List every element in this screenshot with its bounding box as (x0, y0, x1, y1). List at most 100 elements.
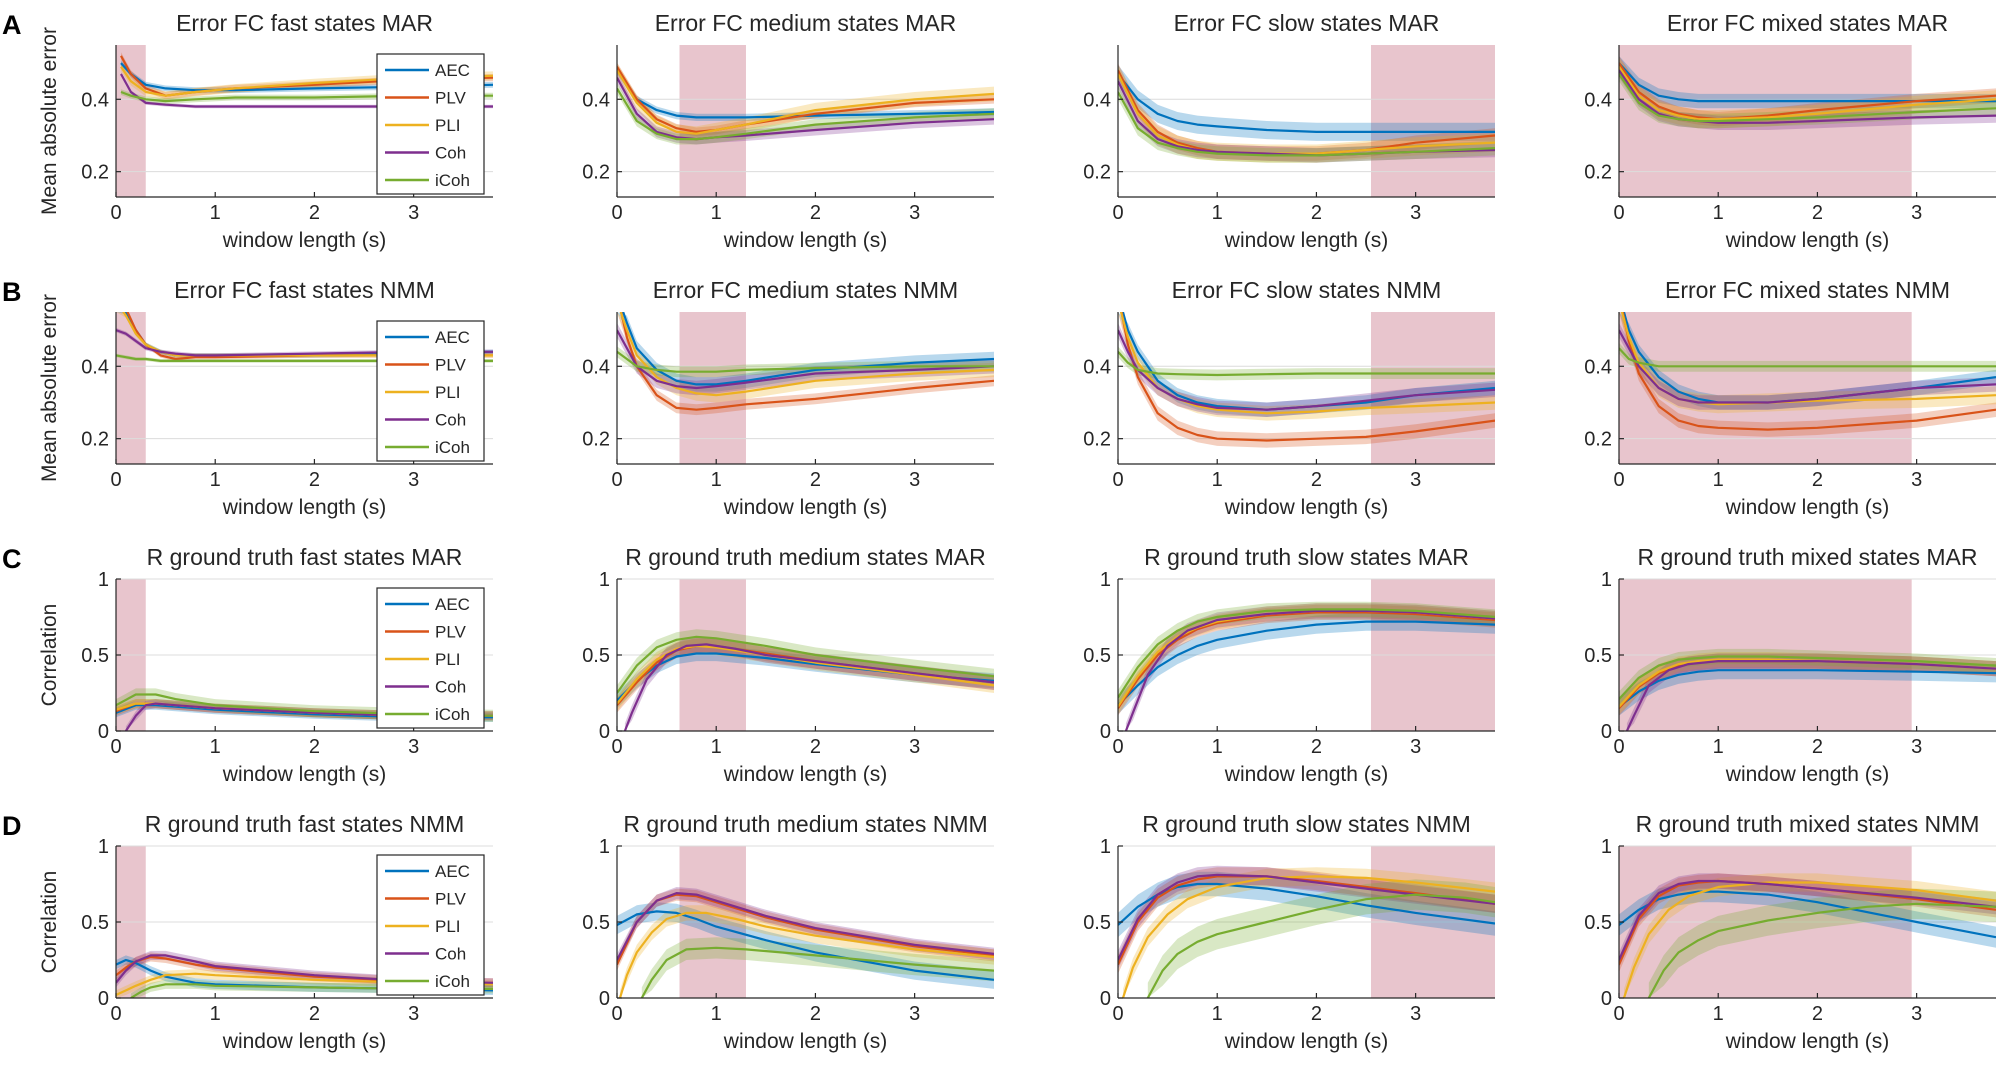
x-axis-label: window length (s) (1224, 1030, 1388, 1053)
chart-r-ground-truth-medium-states-mar: 0 1 2 3 0 0.5 1 R ground truth medium states MA… (582, 544, 994, 786)
y-tick-label: 1 (1100, 569, 1111, 591)
series-line-icoh (617, 635, 994, 694)
series-line-icoh (617, 87, 994, 141)
legend-label-icoh: iCoh (435, 438, 470, 457)
band-aec (1619, 55, 1996, 109)
band-icoh (1118, 346, 1495, 381)
y-tick-label: 1 (1601, 836, 1612, 858)
series-line-plv (1621, 312, 1996, 431)
y-tick-label: 0 (1100, 988, 1111, 1010)
legend-label-aec: AEC (435, 328, 470, 347)
band-aec (1118, 612, 1495, 715)
x-tick-label: 2 (1311, 469, 1322, 491)
x-tick-label: 3 (1911, 736, 1922, 758)
chart-title: Error FC fast states MAR (176, 10, 433, 36)
x-axis-label: window length (s) (222, 496, 386, 519)
chart-title: Error FC mixed states MAR (1667, 10, 1948, 36)
y-tick-label: 0 (599, 721, 610, 743)
chart-title: R ground truth mixed states NMM (1636, 811, 1980, 837)
chart-grid: 0 1 2 3 0.2 0.4 Error FC fast states MAR window… (38, 10, 1996, 1053)
x-tick-label: 1 (1713, 1003, 1724, 1025)
x-tick-label: 0 (1613, 469, 1624, 491)
chart-title: R ground truth medium states NMM (623, 811, 987, 837)
x-tick-label: 3 (1410, 736, 1421, 758)
x-tick-label: 1 (711, 469, 722, 491)
series-line-icoh (116, 354, 493, 362)
x-tick-label: 2 (1812, 202, 1823, 224)
band-coh (617, 72, 994, 145)
legend-label-plv: PLV (435, 890, 467, 909)
x-tick-label: 2 (810, 202, 821, 224)
series-line-coh (1625, 659, 1996, 731)
x-tick-label: 1 (1212, 736, 1223, 758)
x-axis-label: window length (s) (723, 763, 887, 786)
band-icoh (1118, 601, 1495, 706)
series-line-icoh (1118, 91, 1495, 157)
x-axis-label: window length (s) (723, 1030, 887, 1053)
chart-title: R ground truth slow states MAR (1144, 544, 1469, 570)
x-tick-label: 0 (1112, 1003, 1123, 1025)
x-tick-label: 3 (909, 1003, 920, 1025)
series-line-icoh (1619, 655, 1996, 700)
x-tick-label: 0 (1112, 202, 1123, 224)
plot-area (1118, 63, 1495, 163)
chart-title: Error FC fast states NMM (174, 277, 435, 303)
legend-label-aec: AEC (435, 595, 470, 614)
band-icoh (1147, 879, 1495, 998)
band-plv (617, 888, 994, 971)
row-letter-c: C (2, 544, 22, 574)
x-axis-label: window length (s) (723, 229, 887, 252)
series-line-coh (1124, 609, 1495, 731)
x-tick-label: 1 (711, 736, 722, 758)
band-icoh (1118, 84, 1495, 163)
legend-label-pli: PLI (435, 116, 461, 135)
chart-title: Error FC slow states NMM (1172, 277, 1442, 303)
x-tick-label: 3 (1410, 1003, 1421, 1025)
legend-label-plv: PLV (435, 356, 467, 375)
series-line-plv (1118, 875, 1495, 966)
band-icoh (641, 937, 994, 998)
series-line-plv (620, 312, 994, 411)
chart-error-fc-fast-states-mar: 0 1 2 3 0.2 0.4 Error FC fast states MAR window… (38, 10, 493, 252)
y-tick-label: 0.2 (1584, 162, 1612, 184)
x-axis-label: window length (s) (1725, 763, 1889, 786)
plot-area (1619, 55, 1996, 130)
y-axis-label: Correlation (38, 604, 61, 707)
x-tick-label: 1 (711, 1003, 722, 1025)
chart-error-fc-slow-states-nmm: 0 1 2 3 0.2 0.4 Error FC slow states NMM window… (1083, 277, 1495, 519)
y-tick-label: 0.5 (81, 912, 109, 934)
x-axis-label: window length (s) (1725, 496, 1889, 519)
chart-title: R ground truth fast states NMM (145, 811, 465, 837)
y-tick-label: 0.2 (582, 162, 610, 184)
chart-error-fc-medium-states-mar: 0 1 2 3 0.2 0.4 Error FC medium states MAR wind… (582, 10, 994, 252)
y-tick-label: 0.5 (1083, 912, 1111, 934)
chart-title: R ground truth medium states MAR (625, 544, 985, 570)
x-tick-label: 1 (210, 202, 221, 224)
x-tick-label: 0 (611, 202, 622, 224)
x-tick-label: 0 (110, 1003, 121, 1025)
series-line-pli (618, 911, 994, 998)
highlight-window (116, 312, 146, 464)
x-tick-label: 0 (611, 1003, 622, 1025)
x-tick-label: 0 (1613, 736, 1624, 758)
x-tick-label: 2 (810, 469, 821, 491)
legend-label-coh: Coh (435, 678, 466, 697)
chart-error-fc-medium-states-nmm: 0 1 2 3 0.2 0.4 Error FC medium states NMM wind… (582, 277, 994, 519)
chart-error-fc-fast-states-nmm: 0 1 2 3 0.2 0.4 Error FC fast states NMM window… (38, 277, 493, 519)
chart-title: Error FC medium states NMM (653, 277, 958, 303)
series-line-coh (116, 329, 493, 357)
y-tick-label: 0.2 (1083, 429, 1111, 451)
series-line-icoh (1619, 347, 1996, 368)
chart-r-ground-truth-mixed-states-mar: 0 1 2 3 0 0.5 1 R ground truth mixed states MAR… (1584, 544, 1996, 786)
series-line-aec (1118, 882, 1495, 926)
x-tick-label: 1 (711, 202, 722, 224)
series-line-icoh (1647, 902, 1996, 998)
plot-area (1619, 648, 1996, 731)
chart-r-ground-truth-medium-states-nmm: 0 1 2 3 0 0.5 1 R ground truth medium states NM… (582, 811, 994, 1053)
chart-title: R ground truth slow states NMM (1142, 811, 1471, 837)
x-tick-label: 0 (110, 469, 121, 491)
highlight-window (1370, 45, 1495, 197)
plot-area (617, 629, 994, 731)
chart-title: R ground truth fast states MAR (147, 544, 463, 570)
series-line-aec (1118, 620, 1495, 706)
